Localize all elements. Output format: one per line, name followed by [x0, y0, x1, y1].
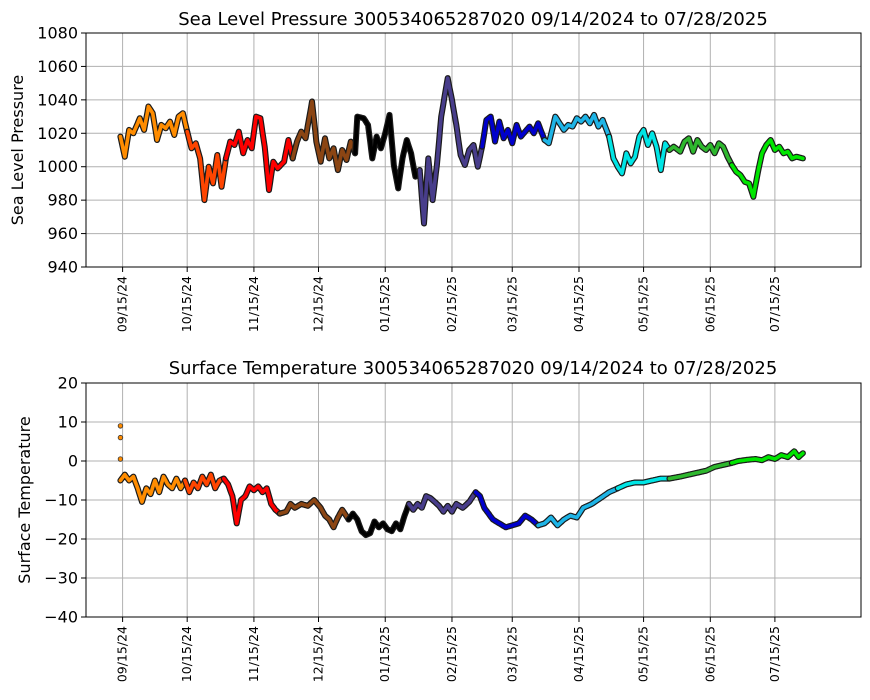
series-edge: [728, 137, 806, 200]
series-line: [542, 113, 611, 146]
series-0: [117, 103, 191, 160]
series-2: [220, 475, 283, 527]
series-line: [118, 472, 187, 504]
series-line: [473, 490, 540, 530]
series-line: [667, 461, 734, 481]
y-tick-label: −30: [44, 569, 78, 588]
series-6: [472, 489, 542, 531]
series-1: [184, 128, 229, 204]
axis-ticks: −40 −30 −20 −10 0 10 20 09/15/24 10/15/24 11/15/2…: [44, 374, 782, 683]
series-line: [224, 114, 295, 192]
y-tick-label: 20: [58, 374, 78, 393]
series-line: [278, 498, 351, 530]
series-line: [407, 490, 478, 514]
x-tick-label: 10/15/24: [179, 626, 194, 682]
series-line: [183, 472, 226, 494]
series-edge: [222, 113, 296, 194]
series-line: [667, 136, 734, 167]
x-tick-label: 06/15/25: [702, 276, 717, 332]
series-5: [405, 489, 479, 515]
y-tick-label: 1040: [37, 90, 78, 109]
y-tick-label: 10: [58, 413, 78, 432]
x-tick-label: 04/15/25: [571, 276, 586, 332]
x-tick-label: 12/15/24: [311, 626, 326, 682]
x-tick-label: 10/15/24: [179, 276, 194, 332]
series-line: [185, 129, 228, 202]
series-group: [117, 423, 806, 539]
series-8: [614, 475, 673, 492]
axis-ticks: 940 960 980 1000 1020 1040 1060 1080 09/15/24 10/…: [37, 24, 782, 333]
series-6: [479, 113, 548, 150]
series-1: [182, 471, 227, 496]
series-8: [606, 126, 673, 177]
series-3: [289, 98, 359, 174]
outlier-point: [117, 434, 124, 441]
series-7: [541, 111, 613, 147]
series-line: [222, 476, 282, 526]
y-tick-label: −20: [44, 530, 78, 549]
y-tick-label: 1080: [37, 24, 78, 43]
series-10: [728, 448, 806, 466]
x-tick-label: 11/15/24: [246, 276, 261, 332]
x-tick-label: 07/15/25: [767, 626, 782, 682]
outlier-point: [117, 456, 124, 462]
y-tick-label: 1020: [37, 124, 78, 143]
series-line: [290, 99, 357, 172]
y-axis-label: Sea Level Pressure: [8, 75, 27, 226]
series-line: [615, 476, 672, 491]
outlier-point: [117, 423, 124, 429]
x-tick-label: 07/15/25: [767, 276, 782, 332]
y-tick-label: −10: [44, 491, 78, 510]
y-axis-label: Surface Temperature: [15, 416, 34, 583]
series-group: [117, 75, 806, 227]
y-tick-label: 0: [68, 452, 78, 471]
y-tick-label: 960: [47, 224, 78, 243]
series-line: [118, 104, 189, 159]
series-line: [353, 113, 422, 191]
x-tick-label: 03/15/25: [504, 276, 519, 332]
series-2: [222, 113, 296, 194]
series-3: [276, 497, 352, 531]
series-5: [416, 75, 486, 227]
series-10: [728, 137, 806, 200]
series-line: [730, 138, 805, 199]
series-4: [352, 111, 423, 192]
x-tick-label: 03/15/25: [504, 626, 519, 682]
y-tick-label: 980: [47, 191, 78, 210]
x-tick-label: 09/15/24: [115, 276, 130, 332]
series-line: [480, 114, 547, 149]
series-9: [666, 135, 735, 168]
series-line: [607, 128, 672, 176]
series-9: [666, 459, 735, 482]
x-tick-label: 04/15/25: [571, 626, 586, 682]
chart-title: Sea Level Pressure 300534065287020 09/14…: [178, 9, 768, 30]
sea-level-pressure-panel: Sea Level Pressure 300534065287020 09/14…: [8, 9, 862, 333]
series-line: [536, 486, 620, 528]
chart-title: Surface Temperature 300534065287020 09/1…: [169, 358, 778, 379]
x-tick-label: 01/15/25: [377, 626, 392, 682]
x-tick-label: 11/15/24: [246, 626, 261, 682]
x-tick-label: 01/15/25: [377, 276, 392, 332]
series-7: [535, 485, 621, 529]
series-line: [346, 502, 411, 537]
series-line: [417, 76, 484, 226]
surface-temperature-panel: Surface Temperature 300534065287020 09/1…: [15, 358, 862, 683]
x-tick-label: 02/15/25: [444, 626, 459, 682]
series-4: [345, 500, 412, 539]
y-tick-label: 1000: [37, 157, 78, 176]
y-tick-label: 940: [47, 258, 78, 277]
y-tick-label: −40: [44, 608, 78, 627]
plot-frame: [85, 32, 862, 268]
x-tick-label: 12/15/24: [311, 276, 326, 332]
y-tick-label: 1060: [37, 57, 78, 76]
x-tick-label: 06/15/25: [702, 626, 717, 682]
x-tick-label: 09/15/24: [115, 626, 130, 682]
x-tick-label: 05/15/25: [636, 626, 651, 682]
series-0: [117, 471, 188, 505]
series-line: [730, 449, 805, 465]
x-tick-label: 02/15/25: [444, 276, 459, 332]
x-tick-label: 05/15/25: [636, 276, 651, 332]
